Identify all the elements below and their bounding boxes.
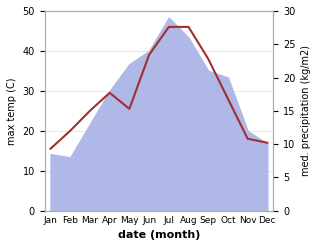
Y-axis label: max temp (C): max temp (C): [7, 77, 17, 144]
Y-axis label: med. precipitation (kg/m2): med. precipitation (kg/m2): [301, 45, 311, 176]
X-axis label: date (month): date (month): [118, 230, 200, 240]
